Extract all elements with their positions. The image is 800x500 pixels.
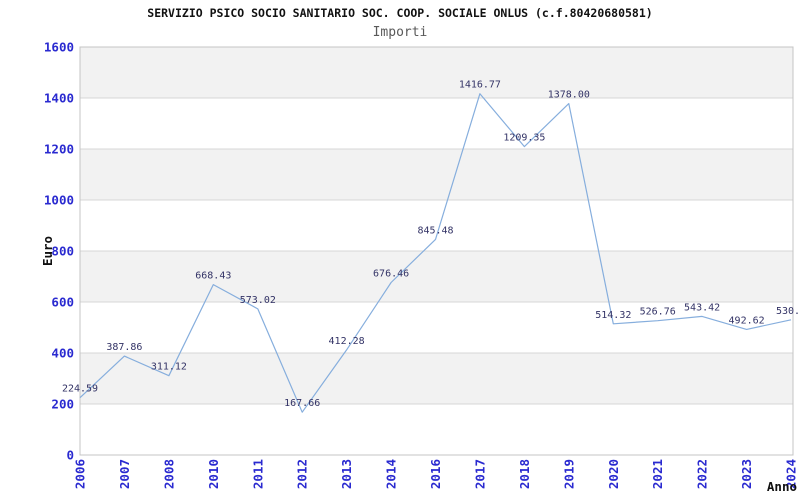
y-axis-title: Euro — [40, 236, 55, 266]
y-tick-label: 1400 — [44, 91, 74, 106]
x-tick-label: 2018 — [517, 459, 532, 489]
plot-band — [80, 404, 793, 455]
y-tick-label: 400 — [51, 346, 74, 361]
x-tick-label: 2016 — [428, 459, 443, 489]
x-tick-label: 2010 — [206, 459, 221, 489]
point-label: 1416.77 — [459, 80, 501, 91]
point-label: 845.48 — [417, 225, 453, 236]
point-label: 526.76 — [640, 307, 676, 318]
y-tick-label: 1200 — [44, 142, 74, 157]
plot-band — [80, 353, 793, 404]
y-tick-label: 800 — [51, 244, 74, 259]
point-label: 1209.35 — [503, 133, 545, 144]
y-tick-label: 0 — [66, 448, 74, 463]
x-tick-label: 2024 — [784, 459, 799, 489]
point-label: 412.28 — [329, 336, 365, 347]
data-line — [79, 93, 792, 413]
x-tick-label: 2014 — [384, 459, 399, 489]
x-tick-label: 2017 — [472, 459, 487, 489]
point-label: 530.3 — [776, 306, 800, 317]
plot-band — [80, 47, 793, 98]
chart-subtitle: Importi — [372, 25, 428, 40]
point-label: 167.66 — [284, 398, 320, 409]
point-label: 492.62 — [729, 315, 765, 326]
chart-title: SERVIZIO PSICO SOCIO SANITARIO SOC. COOP… — [147, 6, 653, 20]
plot-border — [79, 46, 794, 456]
y-tick-label: 1600 — [44, 40, 74, 55]
x-tick-label: 2022 — [695, 459, 710, 489]
x-tick-label: 2019 — [561, 459, 576, 489]
x-tick-label: 2020 — [606, 459, 621, 489]
plot-band — [80, 200, 793, 251]
point-label: 311.12 — [151, 362, 187, 373]
x-tick-label: 2021 — [650, 459, 665, 489]
plot-band — [80, 302, 793, 353]
plot-band — [80, 251, 793, 302]
point-label: 514.32 — [595, 310, 631, 321]
y-tick-label: 600 — [51, 295, 74, 310]
x-tick-label: 2006 — [73, 459, 88, 489]
point-label: 668.43 — [195, 271, 231, 282]
x-axis-title: Anno — [767, 479, 797, 494]
x-tick-label: 2008 — [161, 459, 176, 489]
point-label: 573.02 — [240, 295, 276, 306]
x-tick-label: 2007 — [117, 459, 132, 489]
y-tick-label: 200 — [51, 397, 74, 412]
x-tick-label: 2011 — [250, 459, 265, 489]
y-tick-label: 1000 — [44, 193, 74, 208]
x-tick-label: 2012 — [295, 459, 310, 489]
plot-band — [80, 149, 793, 200]
point-label: 543.42 — [684, 302, 720, 313]
plot-band — [80, 98, 793, 149]
point-label: 387.86 — [106, 342, 142, 353]
point-label: 676.46 — [373, 269, 409, 280]
point-label: 224.59 — [62, 384, 98, 395]
point-label: 1378.00 — [548, 90, 590, 101]
x-tick-label: 2023 — [739, 459, 754, 489]
x-tick-label: 2013 — [339, 459, 354, 489]
